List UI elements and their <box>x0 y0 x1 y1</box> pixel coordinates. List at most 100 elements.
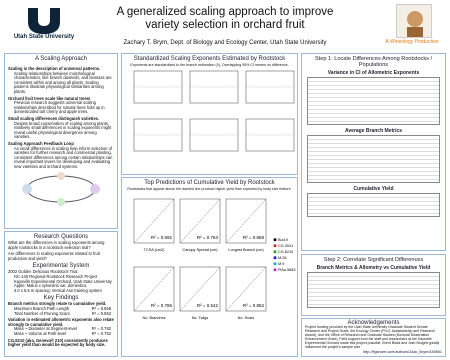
credit: A Wineology Production <box>385 39 439 45</box>
logo-text: Utah State University <box>13 34 75 40</box>
r-squared: R² = 0.542 <box>197 303 219 308</box>
paragraph: Scaling Approach Feedback Loop As small d… <box>8 140 114 170</box>
legend-marker <box>273 268 277 272</box>
plot-frame <box>133 198 175 244</box>
lead: Orchard fruit trees scale like natural t… <box>8 95 91 101</box>
legend-marker <box>273 256 277 260</box>
heading: Step 1: Locate Differences Among Rootsto… <box>314 56 433 68</box>
exponent-plots <box>133 70 295 152</box>
heading: Key Findings <box>43 295 79 302</box>
finding: Variation in estimated allometric expone… <box>8 317 114 327</box>
exponents-panel: Standardized Scaling Exponents Estimated… <box>121 53 298 175</box>
text: As small differences in scaling help inf… <box>14 145 113 169</box>
label: Mass ~ Diameter at Segment-level <box>14 326 77 332</box>
legend-marker <box>273 250 277 254</box>
author: Zachary T. Brym, Dept. of Biology and Ec… <box>123 40 327 46</box>
step1-panel: Step 1: Locate Differences Among Rootsto… <box>301 53 446 251</box>
fit-line <box>179 266 221 312</box>
question: What are the differences in scaling expo… <box>8 240 105 250</box>
r-squared: R² = 0.862 <box>243 303 265 308</box>
paragraph: Orchard fruit trees scale like natural t… <box>8 95 114 115</box>
heading: Acknowledgements <box>347 320 400 326</box>
title: A generalized scaling approach to improv… <box>116 6 334 31</box>
logo: Utah State University <box>6 6 76 42</box>
text: Previous research suggests universal sca… <box>14 100 105 115</box>
fit-line <box>133 266 175 312</box>
text: Scaling relationships between morphologi… <box>14 70 112 94</box>
plot-frame <box>225 266 267 312</box>
finding-row: Mass ~ Volume at Path-level R² = 0.752 <box>14 330 111 337</box>
value: R² = 0.862 <box>91 310 111 316</box>
x-label: No. Twigs <box>192 316 209 320</box>
heading: Research Questions <box>33 234 89 240</box>
feedback-loop <box>22 172 100 207</box>
legend-marker <box>273 238 277 242</box>
label: Mass ~ Volume at Path-level <box>14 330 66 336</box>
label: Maximum Branch Path Length <box>14 305 70 311</box>
legend-label: M.9 <box>278 262 284 266</box>
prediction-plots: R² = 0.592 TCSA (cm2) R² = 0.763 Canopy Spr… <box>133 198 296 320</box>
finding: CG.6210 (aka, Geneva® 210) consistently … <box>8 337 108 348</box>
r-squared: R² = 0.868 <box>243 235 265 240</box>
finding-row: Mass ~ Diameter at Segment-level R² = 0.7… <box>14 327 111 332</box>
legend-label: CG.3041 <box>278 244 293 248</box>
x-label: No. Scars <box>238 316 255 320</box>
fit-line <box>179 198 221 244</box>
heading: Step 2: Correlate Significant Difference… <box>323 257 424 263</box>
heading: Standardized Scaling Exponents Estimated… <box>133 56 286 62</box>
system-item: Kaysville Experimental Orchard, Utah Sta… <box>14 278 112 284</box>
question: Are differences in scaling exponents rel… <box>8 251 100 261</box>
value: R² = 0.782 <box>91 326 111 332</box>
legend-label: CG.6210 <box>278 250 293 254</box>
url[interactable]: http://figshare.com/authors/Zack_Brym/43… <box>363 350 442 355</box>
x-label: Canopy Spread (cm) <box>182 248 218 252</box>
legend-label: PiAu.5683 <box>278 268 296 272</box>
text: Despite broad conservation of scaling am… <box>14 120 112 140</box>
heading: Experimental System <box>32 263 90 270</box>
value: R² = 0.868 <box>91 305 111 311</box>
lead: Scaling is the description of universal … <box>8 66 101 71</box>
system-item: 2002 Golden Delicious Rootstock Trial <box>8 269 78 275</box>
system-item: 3.0 x 5.5 m spacing; Vertical Axe traini… <box>14 287 102 293</box>
value: R² = 0.752 <box>91 330 111 336</box>
heading: A Scaling Approach <box>34 56 88 62</box>
x-label: TCSA (cm2) <box>144 248 165 252</box>
step2-panel: Step 2: Correlate Significant Difference… <box>301 254 446 316</box>
table <box>307 272 440 308</box>
r-squared: R² = 0.592 <box>151 235 173 240</box>
r-squared: R² = 0.763 <box>197 235 219 240</box>
legend-marker <box>273 244 277 248</box>
cartoon-graphic <box>407 11 423 37</box>
system-item: NC-140 Regional Rootstock Research Proje… <box>14 273 98 279</box>
table <box>307 193 440 217</box>
logo-graphic <box>28 8 60 34</box>
fit-line <box>225 266 267 312</box>
table <box>307 77 440 125</box>
finding-row: Maximum Branch Path Length R² = 0.868 <box>14 305 111 312</box>
heading: Top Predictions of Cumulative Yield by R… <box>144 180 275 186</box>
plot-frame <box>179 266 221 312</box>
predictions-panel: Top Predictions of Cumulative Yield by R… <box>121 177 298 357</box>
table <box>307 135 440 183</box>
plot-frame <box>179 198 221 244</box>
fit-line <box>133 198 175 244</box>
lead: Small scaling differences distinguish va… <box>8 115 100 121</box>
caption: Exponents are standardized to the branch… <box>130 63 289 67</box>
finding: Branch metrics strongly relate to cumula… <box>8 301 107 307</box>
ack-text: Project funding provided by the Utah Sta… <box>305 325 440 349</box>
legend-marker <box>273 262 277 266</box>
paragraph: Small scaling differences distinguish va… <box>8 115 114 140</box>
label: Total Number of Pruning Scars <box>14 310 70 316</box>
finding-row: Total Number of Pruning Scars R² = 0.862 <box>14 310 111 317</box>
table-title: Cumulative Yield <box>353 186 394 192</box>
lead: Scaling Approach Feedback Loop <box>8 140 74 146</box>
legend-label: Bud.9 <box>278 238 288 242</box>
caption: Rootstocks that appear above the dashed … <box>127 187 292 191</box>
system-item: Apple; Malus x sylvestris var. domestica <box>14 283 87 289</box>
cartoon <box>396 4 432 38</box>
table-title: Average Branch Metrics <box>344 128 403 134</box>
legend-label: M.26 <box>278 256 286 260</box>
plot-frame <box>225 198 267 244</box>
plot-frame <box>133 266 175 312</box>
